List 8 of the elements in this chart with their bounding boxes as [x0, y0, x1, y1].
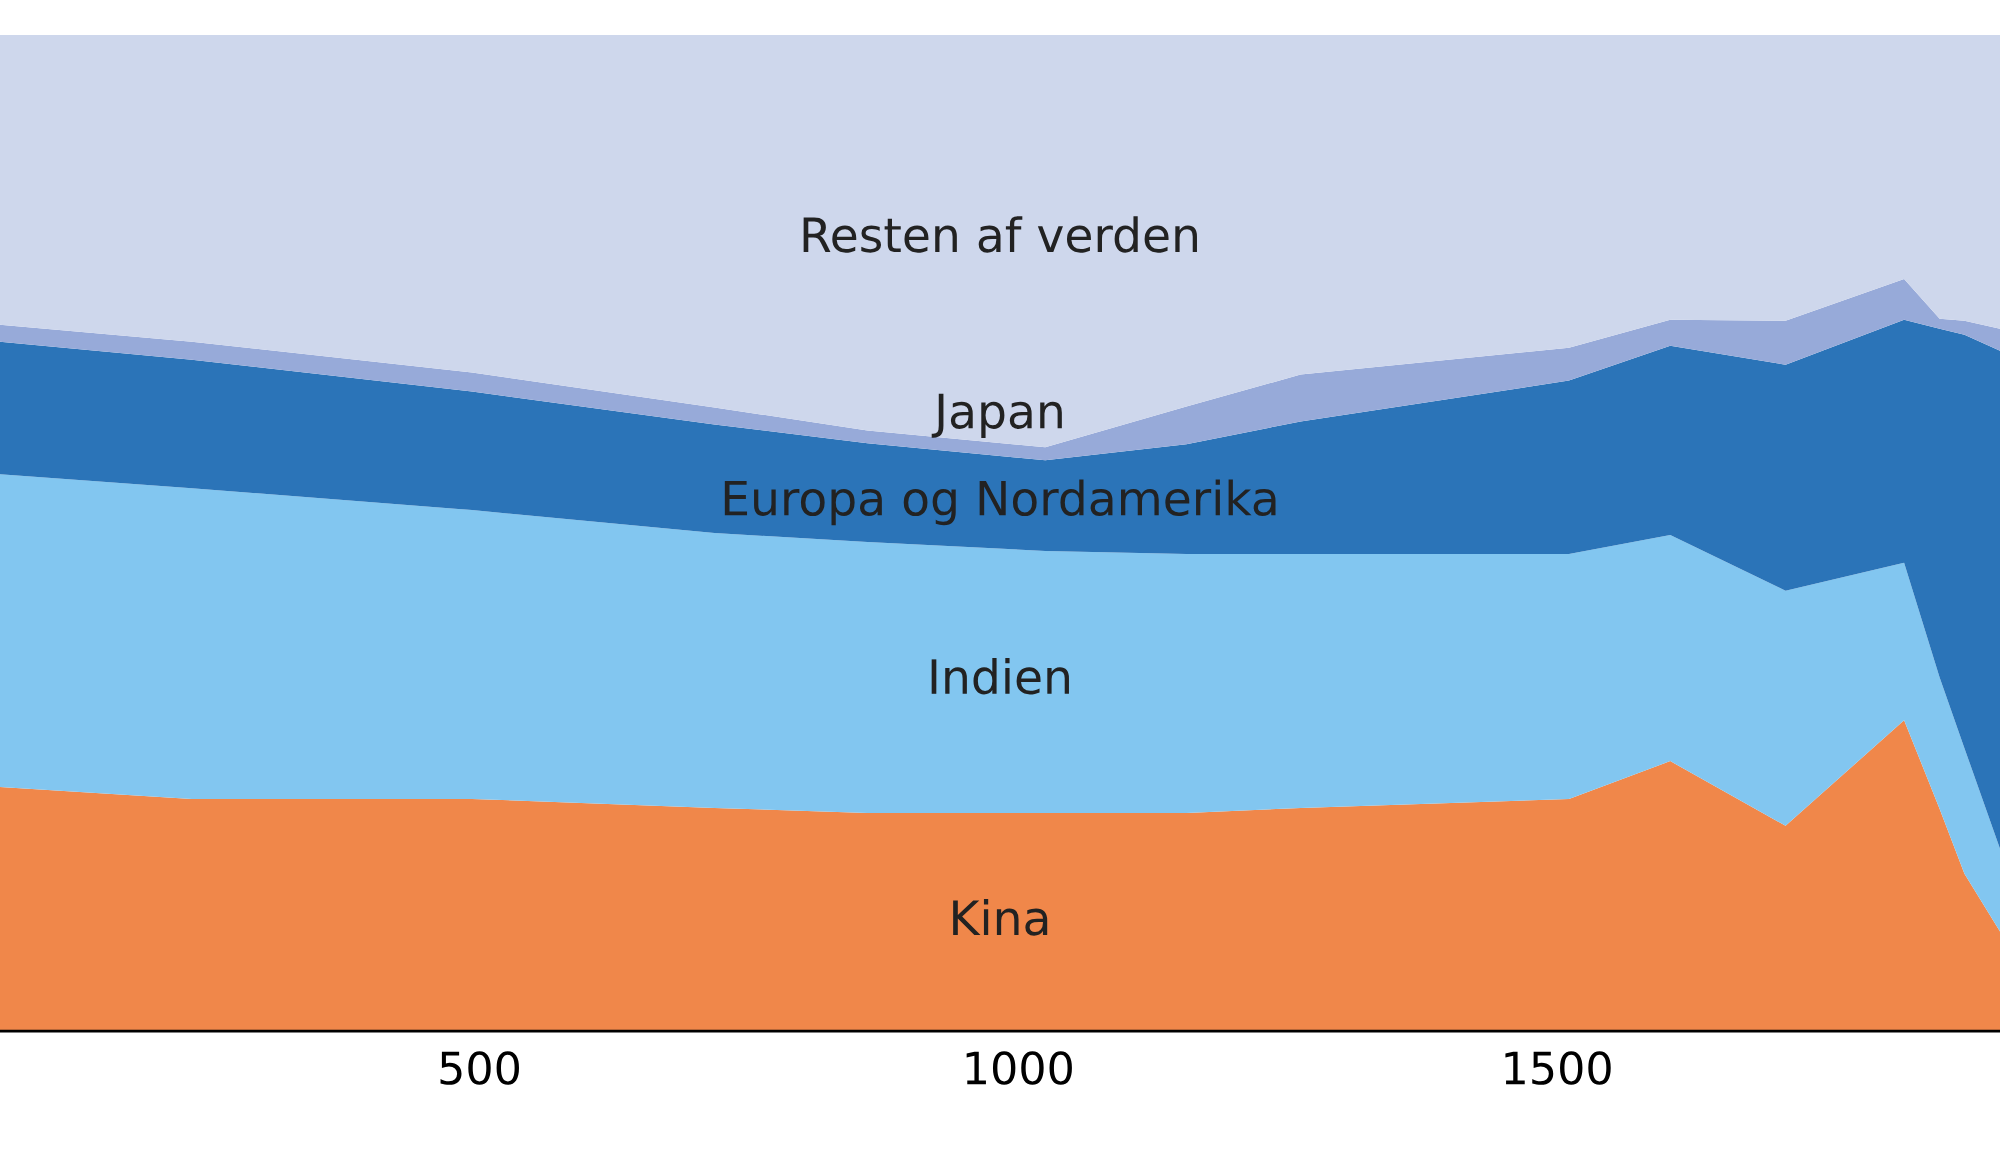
- series-label: Indien: [931, 657, 1069, 695]
- series-label: Kina: [953, 899, 1048, 936]
- x-tick-label: 500: [440, 1051, 519, 1085]
- x-tick-label: 1500: [1505, 1051, 1611, 1085]
- series-label: Resten af verden: [803, 216, 1197, 253]
- x-tick-label: 1000: [966, 1051, 1072, 1085]
- series-label: Europa og Nordamerika: [724, 479, 1276, 526]
- series-label: Japan: [931, 393, 1062, 439]
